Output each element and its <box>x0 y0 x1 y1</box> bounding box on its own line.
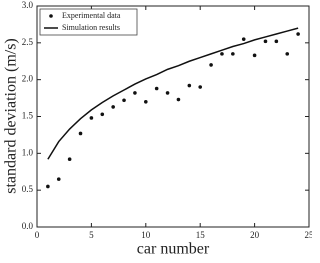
y-axis-label: standard deviation (m/s) <box>3 38 20 194</box>
x-tick-label: 15 <box>196 230 206 240</box>
chart: car number standard deviation (m/s) 0 5 10… <box>3 0 313 258</box>
x-tick-label: 25 <box>305 230 313 240</box>
data-point <box>263 39 268 44</box>
data-point <box>220 52 224 56</box>
legend-label: Simulation results <box>62 23 120 32</box>
data-point <box>133 91 137 95</box>
data-point <box>274 39 279 44</box>
x-tick-label: 20 <box>250 230 260 240</box>
y-tick-label: 1.5 <box>22 111 34 121</box>
legend-marker <box>49 14 53 18</box>
y-tick-label: 0.0 <box>22 221 34 231</box>
y-tick-label: 2.0 <box>22 74 34 84</box>
x-tick-label: 5 <box>89 230 94 240</box>
data-point <box>154 86 159 91</box>
data-point <box>89 116 94 120</box>
legend-label: Experimental data <box>62 11 121 20</box>
x-tick-label: 10 <box>141 230 151 240</box>
data-point <box>252 53 257 58</box>
plot-frame <box>36 5 310 228</box>
data-point <box>56 177 61 181</box>
data-point <box>285 52 290 56</box>
data-point <box>198 85 202 89</box>
data-point <box>176 97 181 102</box>
y-tick-label: 2.5 <box>22 37 34 47</box>
data-point <box>231 52 235 56</box>
data-point <box>165 91 170 95</box>
simulation-line <box>47 27 299 160</box>
data-point <box>67 157 72 162</box>
y-tick-label: 3.0 <box>22 0 34 10</box>
data-point <box>122 98 126 103</box>
y-tick-label: 1.0 <box>22 147 34 157</box>
data-point <box>209 63 213 67</box>
data-point <box>241 37 246 41</box>
data-point <box>144 99 148 104</box>
data-point <box>78 131 83 136</box>
x-tick-label: 0 <box>35 230 40 240</box>
data-point <box>187 83 192 88</box>
legend-box <box>39 8 138 36</box>
data-point <box>46 184 50 189</box>
y-tick-label: 0.5 <box>22 184 34 194</box>
data-point <box>296 32 300 36</box>
data-point <box>111 105 115 109</box>
x-axis-label: car number <box>137 241 210 258</box>
data-point <box>100 112 105 117</box>
